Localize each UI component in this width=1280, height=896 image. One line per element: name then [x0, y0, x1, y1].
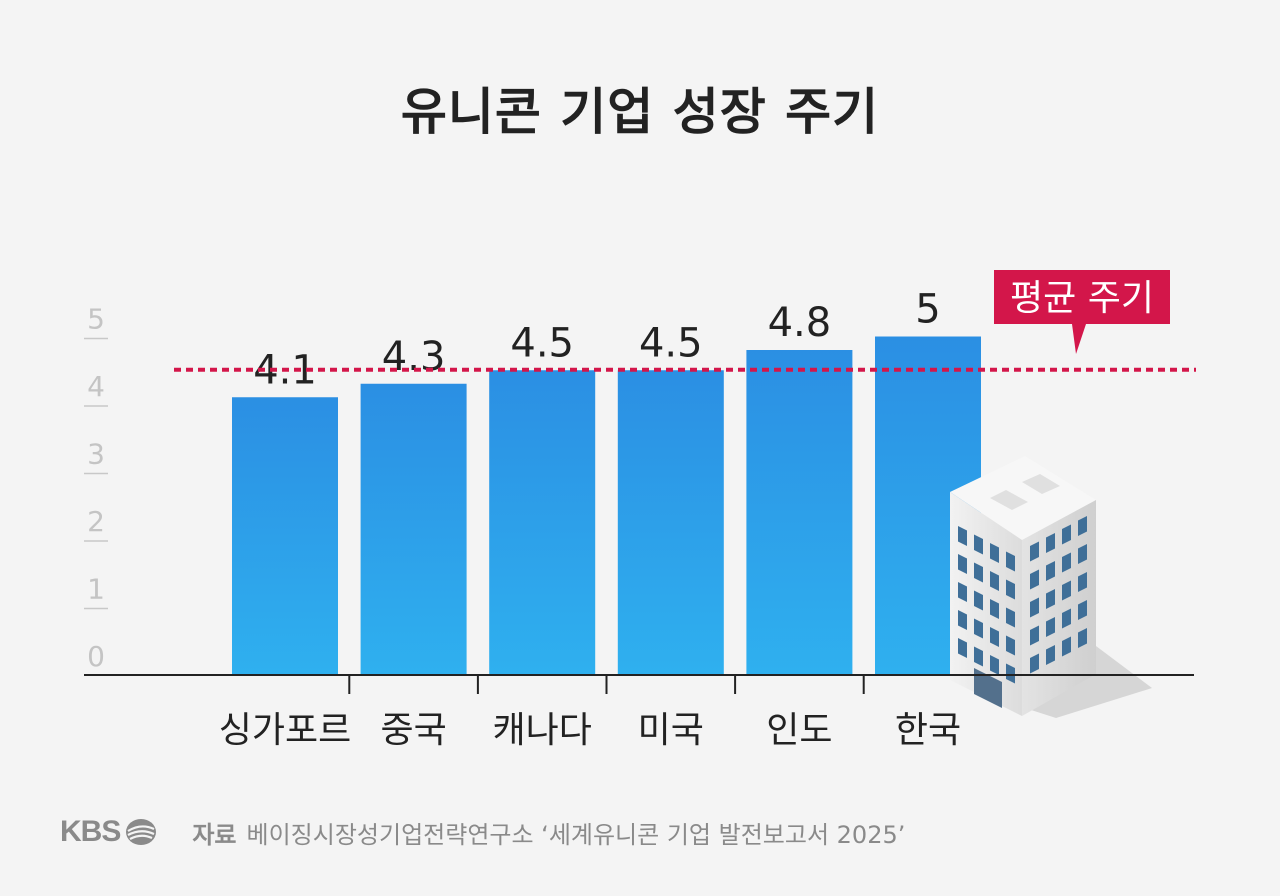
building-window	[974, 646, 983, 667]
building-window	[974, 534, 983, 555]
building-window	[1062, 636, 1071, 657]
y-tick-label: 0	[87, 640, 105, 673]
building-window	[990, 627, 999, 647]
average-callout	[994, 270, 1170, 354]
building-window	[1030, 653, 1039, 674]
building-window	[1030, 625, 1039, 646]
y-tick-label: 3	[87, 438, 105, 471]
building-window	[1006, 607, 1015, 628]
building-window	[1078, 516, 1087, 536]
x-tick-label: 한국	[895, 710, 961, 751]
building-window	[958, 582, 967, 602]
bar	[360, 383, 467, 674]
x-tick-label: 중국	[380, 710, 446, 751]
x-axis: 싱가포르 중국 캐나다 미국 인도 한국	[84, 674, 1194, 751]
building-window	[990, 655, 999, 675]
source-text: 베이징시장성기업전략연구소 ‘세계유니콘 기업 발전보고서 2025’	[246, 820, 906, 849]
building-side	[1022, 500, 1096, 716]
building-window	[1062, 552, 1071, 573]
x-tick-label: 미국	[638, 710, 704, 751]
bar	[617, 370, 724, 674]
building-window	[1006, 635, 1015, 656]
building-window	[1006, 551, 1015, 572]
building-window	[958, 610, 967, 630]
bar-value-label: 4.8	[768, 300, 832, 346]
building-door	[974, 668, 1002, 708]
kbs-logo-text: KBS	[60, 815, 121, 848]
building-window	[990, 543, 999, 563]
x-tick-label: 캐나다	[493, 710, 592, 751]
bar	[746, 350, 853, 674]
bar-value-label: 4.5	[639, 320, 703, 366]
building-window	[1030, 569, 1039, 590]
kbs-logo: KBS	[60, 815, 158, 849]
building-window	[1046, 589, 1055, 609]
building-window	[974, 562, 983, 583]
bar	[489, 370, 596, 674]
building-window	[1078, 572, 1087, 592]
chart-title: 유니콘 기업 성장 주기	[400, 83, 880, 141]
building-roof	[950, 456, 1096, 540]
x-tick-label: 인도	[766, 710, 832, 751]
building-front	[950, 492, 1022, 716]
building-window	[1030, 541, 1039, 562]
building-window	[1046, 645, 1055, 665]
building-window	[1062, 608, 1071, 629]
kbs-logo-mark-icon	[126, 819, 157, 845]
building-window	[1062, 524, 1071, 545]
bar-value-label: 4.5	[510, 320, 574, 366]
building-window	[1046, 533, 1055, 553]
roof-unit	[1022, 474, 1060, 494]
y-tick-label: 5	[87, 303, 105, 336]
building-window	[1078, 600, 1087, 620]
building-window	[1046, 561, 1055, 581]
y-tick-label: 4	[87, 370, 105, 403]
average-callout-label: 평균 주기	[1010, 278, 1154, 319]
bar	[232, 397, 338, 674]
source-label: 자료	[192, 820, 237, 849]
building-window	[1078, 544, 1087, 564]
bar-value-label: 4.3	[382, 334, 446, 380]
building-window	[1062, 580, 1071, 601]
x-tick-label: 싱가포르	[219, 710, 351, 751]
building-window	[990, 571, 999, 591]
building-illustration	[950, 456, 1152, 718]
building-window	[1006, 663, 1015, 684]
building-window	[974, 618, 983, 639]
average-line-group: 평균 주기	[174, 270, 1196, 372]
y-tick-label: 2	[87, 505, 105, 538]
bar-value-label: 5	[915, 287, 940, 333]
bars: 4.1 4.3 4.5 4.5 4.8 5	[232, 287, 981, 674]
building-window	[974, 590, 983, 611]
building-window	[958, 638, 967, 658]
building-window	[1030, 597, 1039, 618]
building-window	[958, 526, 967, 546]
roof-unit	[990, 490, 1028, 510]
building-window	[1078, 628, 1087, 648]
building-window	[1006, 579, 1015, 600]
y-tick-label: 1	[87, 573, 105, 606]
building-window	[1046, 617, 1055, 637]
source-footer: KBS 자료 베이징시장성기업전략연구소 ‘세계유니콘 기업 발전보고서 202…	[60, 812, 905, 852]
building-window	[990, 599, 999, 619]
y-axis-ticks: 0 1 2 3 4 5	[84, 303, 108, 673]
building-window	[958, 554, 967, 574]
